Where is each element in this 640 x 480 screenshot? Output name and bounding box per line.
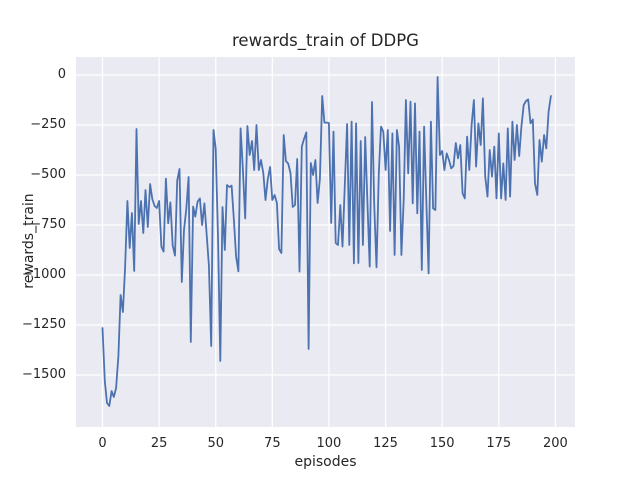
x-axis-label: episodes — [294, 454, 357, 470]
x-tick-label: 50 — [207, 436, 224, 451]
axes-background — [76, 57, 575, 427]
y-tick-label: 0 — [57, 67, 66, 82]
y-tick-label: −1500 — [22, 367, 66, 382]
x-tick-label: 125 — [373, 436, 398, 451]
chart-title: rewards_train of DDPG — [232, 31, 419, 50]
x-tick-label: 0 — [98, 436, 107, 451]
x-tick-label: 200 — [542, 436, 568, 451]
y-tick-label: −1000 — [22, 267, 66, 282]
y-axis-label: rewards_train — [21, 193, 37, 289]
y-tick-label: −750 — [30, 217, 66, 232]
x-tick-label: 175 — [486, 436, 512, 451]
x-tick-label: 150 — [429, 436, 455, 451]
x-tick-label: 75 — [264, 436, 281, 451]
y-tick-label: −500 — [30, 167, 66, 182]
reward-line — [101, 76, 552, 407]
y-tick-label: −1250 — [22, 317, 66, 332]
y-tick-label: −250 — [30, 117, 66, 132]
x-tick-label: 100 — [316, 436, 342, 451]
x-tick-label: 25 — [150, 436, 168, 451]
